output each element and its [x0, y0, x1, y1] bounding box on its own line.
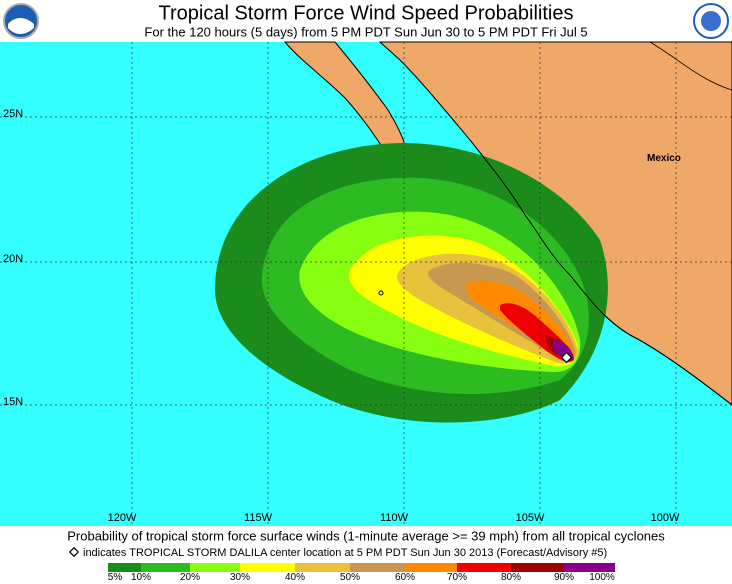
noaa-logo-wave — [8, 18, 34, 34]
legend-label: 100% — [589, 572, 615, 583]
storm-center-marker — [560, 351, 573, 364]
lat-label: 25N — [3, 108, 23, 120]
lon-label: 100W — [651, 512, 680, 524]
caption-line: indicates TROPICAL STORM DALILA center l… — [83, 547, 607, 559]
caption-marker — [68, 546, 80, 558]
legend-swatch — [457, 563, 511, 572]
lon-label: 105W — [516, 512, 545, 524]
lon-label: 115W — [244, 512, 273, 524]
legend-swatch — [190, 563, 240, 572]
legend-label: 90% — [554, 572, 574, 583]
nws-logo-center — [701, 11, 721, 31]
lat-label: 15N — [3, 396, 23, 408]
legend-label: 50% — [340, 572, 360, 583]
legend-label: 60% — [395, 572, 415, 583]
legend-swatch — [295, 563, 350, 572]
lat-label: 20N — [3, 253, 23, 265]
legend: 5% 10% 20% 30% 40% 50% 60% 70% 80% 90% 100% — [108, 563, 615, 583]
subtitle: For the 120 hours (5 days) from 5 PM PDT… — [144, 24, 587, 39]
title: Tropical Storm Force Wind Speed Probabil… — [159, 2, 574, 24]
caption-line: Probability of tropical storm force surf… — [67, 528, 665, 543]
legend-label: 5% — [108, 572, 123, 583]
legend-swatch — [240, 563, 295, 572]
island — [378, 290, 384, 296]
place-label: Mexico — [647, 153, 681, 164]
legend-label: 70% — [447, 572, 467, 583]
graticule — [0, 42, 732, 526]
lon-label: 110W — [380, 512, 409, 524]
legend-swatch — [350, 563, 405, 572]
legend-swatch — [564, 563, 615, 572]
legend-label: 30% — [230, 572, 250, 583]
legend-label: 80% — [501, 572, 521, 583]
legend-label: 10% — [131, 572, 151, 583]
border-line — [649, 41, 732, 91]
legend-label: 40% — [285, 572, 305, 583]
probability-contours — [215, 142, 608, 423]
coastline — [469, 139, 732, 406]
legend-swatch — [141, 563, 190, 572]
legend-swatch — [108, 563, 141, 572]
lon-label: 120W — [108, 512, 137, 524]
legend-label: 20% — [180, 572, 200, 583]
legend-swatch — [511, 563, 564, 572]
legend-swatch — [405, 563, 457, 572]
